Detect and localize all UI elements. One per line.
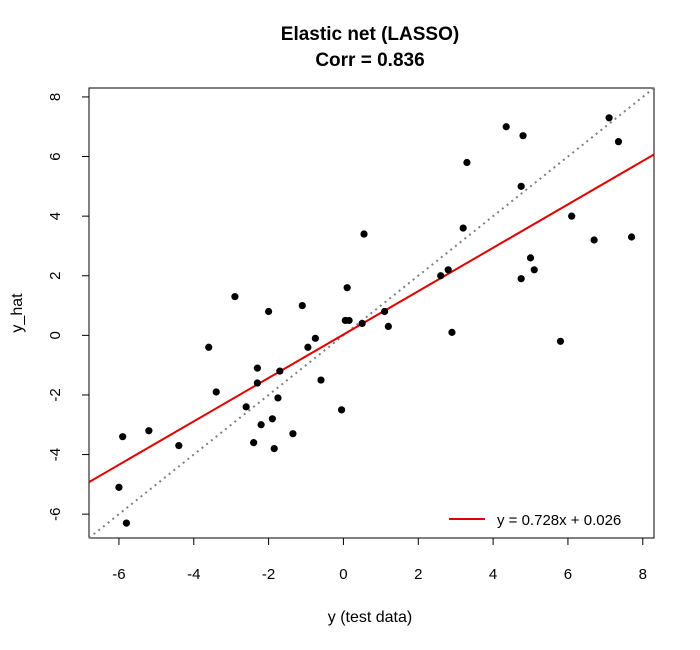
data-point xyxy=(627,233,636,241)
data-point xyxy=(517,182,525,190)
data-point xyxy=(360,230,368,238)
data-point xyxy=(317,376,325,384)
data-point xyxy=(463,158,471,167)
data-point xyxy=(298,301,306,310)
data-point xyxy=(270,444,278,453)
y-tick-label: 6 xyxy=(47,152,64,160)
chart-title: Elastic net (LASSO) xyxy=(281,24,459,45)
data-point xyxy=(274,394,282,402)
data-point xyxy=(250,439,258,447)
chart-subtitle: Corr = 0.836 xyxy=(315,50,424,71)
fit-line xyxy=(88,153,655,483)
x-tick-label: -6 xyxy=(112,566,125,583)
data-point xyxy=(517,275,525,283)
data-point xyxy=(311,334,319,342)
data-point xyxy=(257,421,265,429)
x-tick-label: -2 xyxy=(262,566,275,583)
data-point xyxy=(556,337,565,345)
y-tick-label: 0 xyxy=(47,331,64,339)
data-point xyxy=(444,266,452,274)
data-point xyxy=(212,388,220,396)
legend-label: y = 0.728x + 0.026 xyxy=(497,512,621,529)
x-tick-label: 4 xyxy=(489,566,497,583)
data-point xyxy=(115,483,123,491)
y-tick-label: -2 xyxy=(47,388,64,401)
data-point xyxy=(122,519,131,527)
data-points xyxy=(115,114,636,527)
data-point xyxy=(530,266,538,274)
data-point xyxy=(289,430,297,438)
data-point xyxy=(265,307,273,316)
data-point xyxy=(205,343,213,351)
data-point xyxy=(253,379,261,387)
data-point xyxy=(568,212,576,220)
plot-area xyxy=(88,87,655,539)
data-point xyxy=(304,343,312,351)
data-point xyxy=(459,224,467,232)
y-tick-label: 2 xyxy=(47,272,64,280)
data-point xyxy=(614,138,623,146)
plot-frame xyxy=(88,87,655,539)
x-tick-label: 0 xyxy=(339,566,347,583)
data-point xyxy=(145,427,153,435)
data-point xyxy=(358,319,366,328)
y-tick-label: 4 xyxy=(47,212,64,220)
data-point xyxy=(437,272,445,280)
y-tick-label: 8 xyxy=(47,93,64,101)
data-point xyxy=(242,403,250,411)
data-point xyxy=(343,284,351,292)
data-point xyxy=(448,328,456,336)
data-point xyxy=(175,442,183,450)
y-axis: -6 -4 -2 0 2 4 6 8 xyxy=(47,93,89,521)
x-tick-label: 2 xyxy=(414,566,422,583)
identity-line xyxy=(88,87,655,539)
x-tick-label: 8 xyxy=(639,566,647,583)
data-point xyxy=(526,254,535,262)
data-point xyxy=(337,406,346,414)
x-tick-label: -4 xyxy=(187,566,200,583)
data-point xyxy=(384,322,392,331)
data-point xyxy=(590,236,598,244)
data-point xyxy=(380,307,389,316)
data-point xyxy=(276,367,284,375)
data-point xyxy=(502,123,510,131)
data-point xyxy=(119,433,127,441)
data-point xyxy=(231,293,239,301)
data-point xyxy=(268,415,276,423)
y-axis-label: y_hat xyxy=(9,293,26,333)
x-axis-label: y (test data) xyxy=(328,609,412,626)
y-tick-label: -4 xyxy=(47,448,64,461)
y-tick-label: -6 xyxy=(47,507,64,520)
data-point xyxy=(345,316,353,325)
data-point xyxy=(519,132,527,140)
legend: y = 0.728x + 0.026 xyxy=(449,512,621,529)
x-axis: -6 -4 -2 0 2 4 6 8 xyxy=(112,538,647,583)
x-tick-label: 6 xyxy=(564,566,572,583)
data-point xyxy=(605,114,613,122)
data-point xyxy=(253,364,261,372)
